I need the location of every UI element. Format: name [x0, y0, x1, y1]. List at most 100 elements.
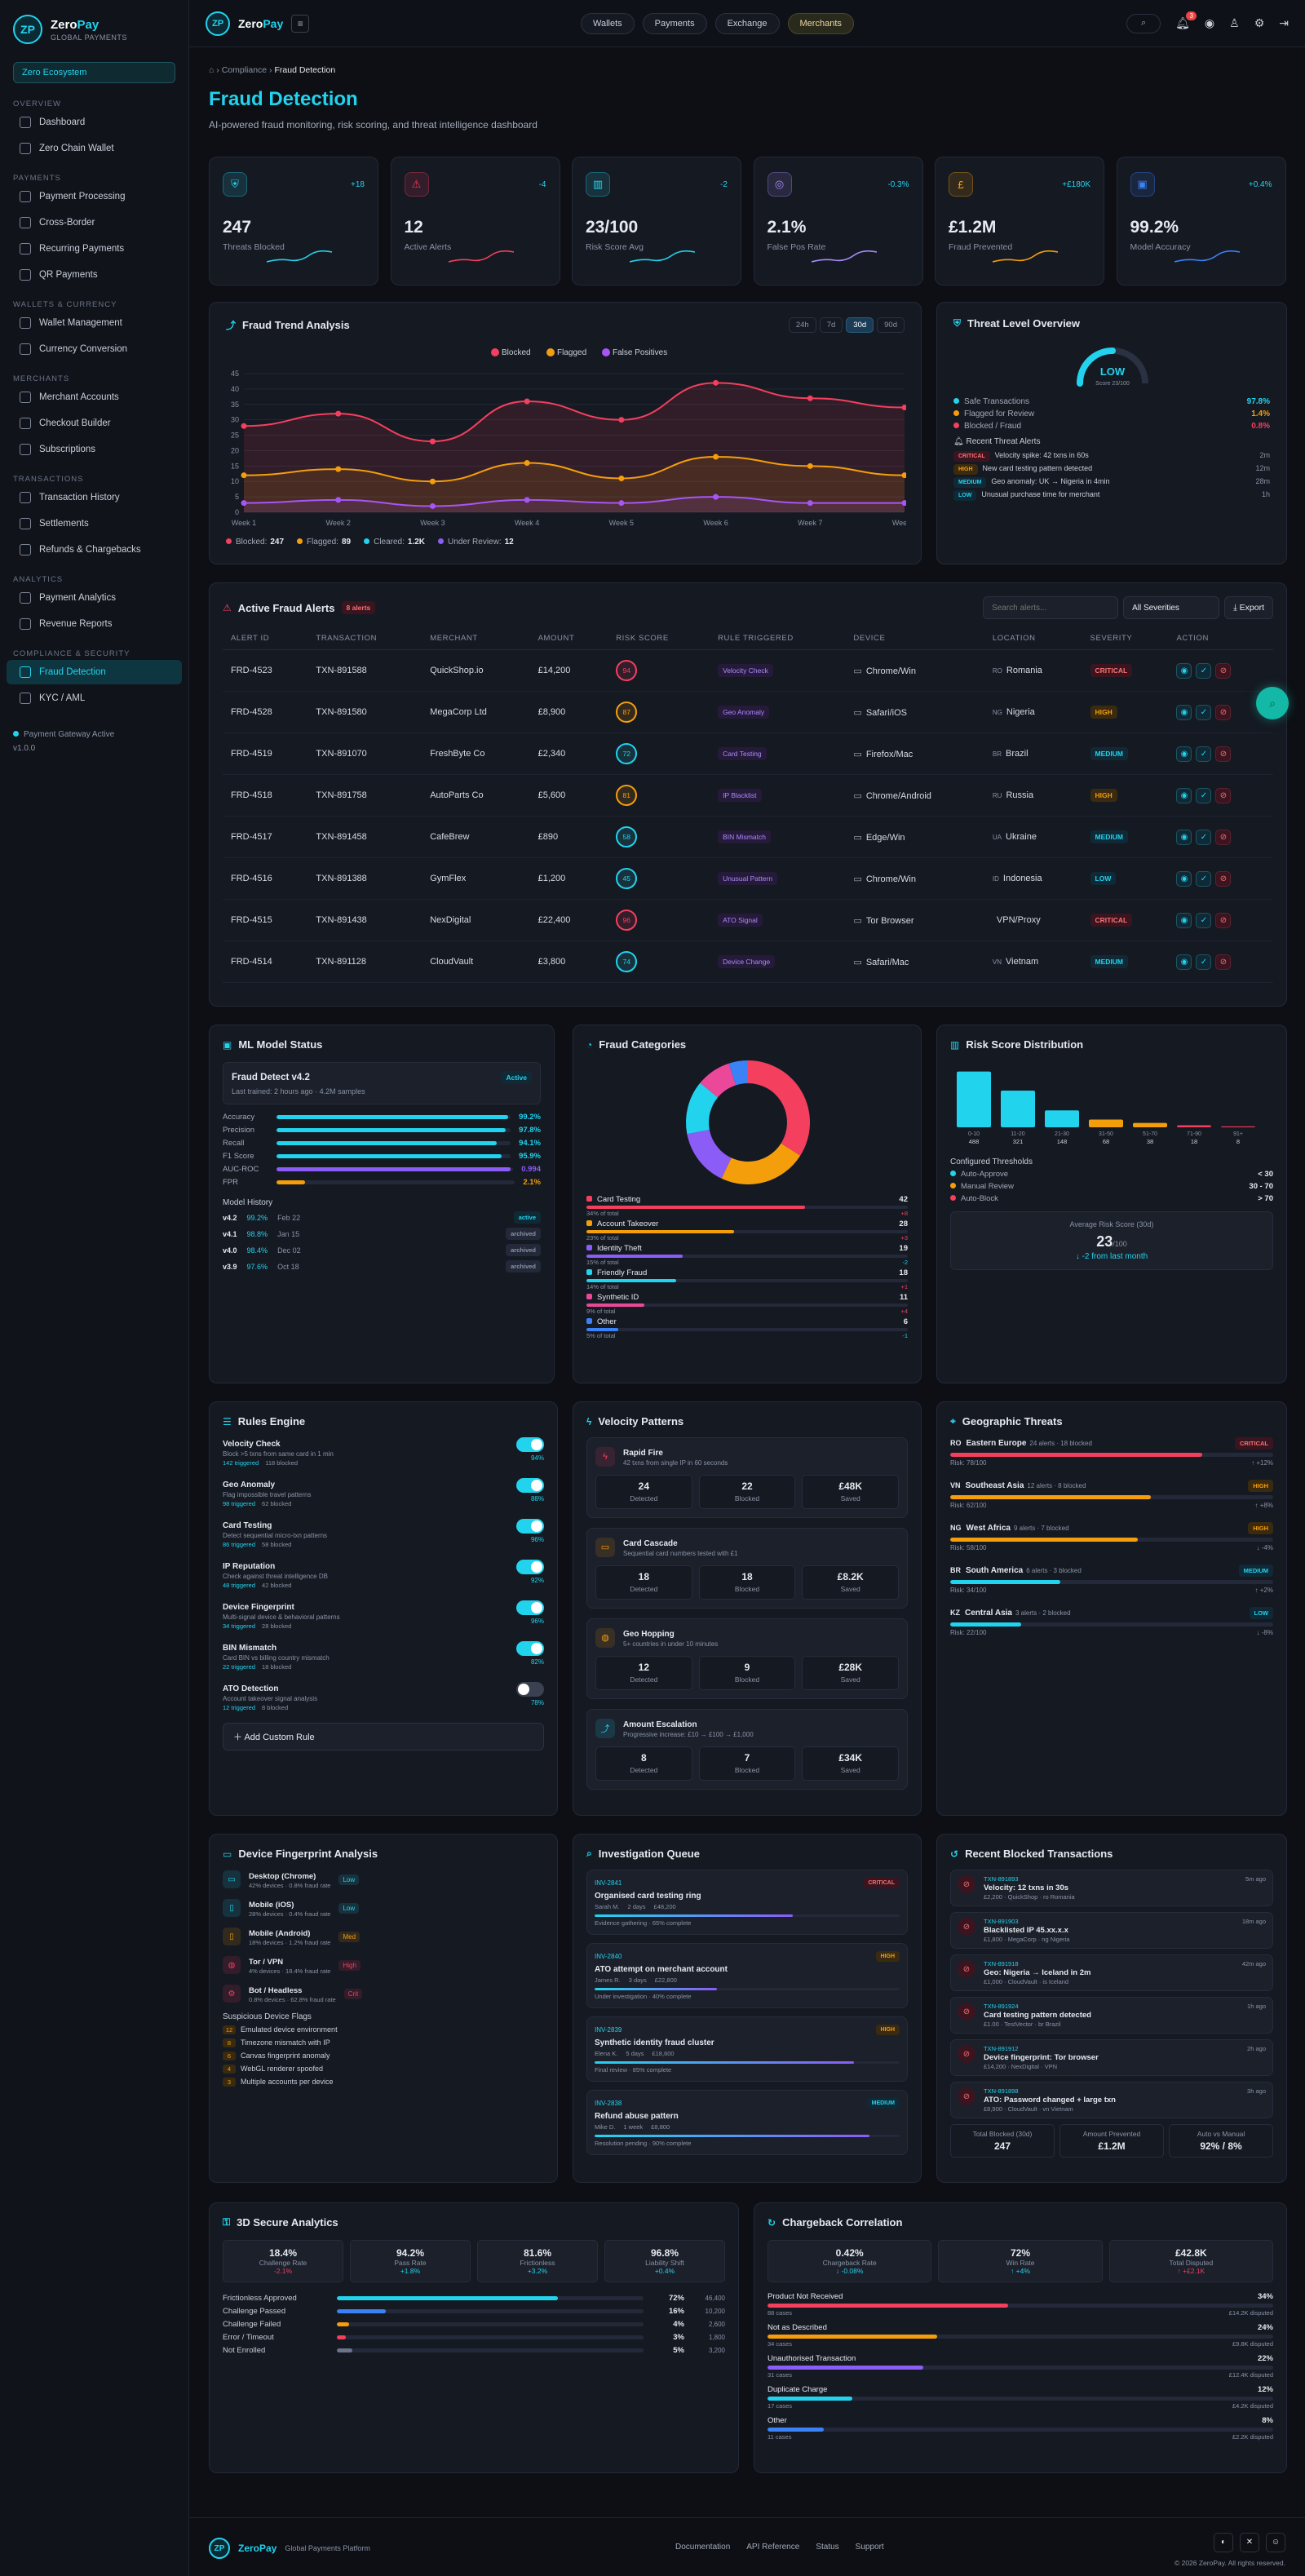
view-icon[interactable]: ◉: [1176, 829, 1192, 845]
x-icon[interactable]: ✕: [1240, 2533, 1259, 2552]
table-row[interactable]: FRD-4528 TXN-891580 MegaCorp Ltd £8,900 87 Ge…: [223, 691, 1273, 733]
breadcrumb-compliance[interactable]: Compliance: [221, 65, 268, 75]
table-row[interactable]: FRD-4514 TXN-891128 CloudVault £3,800 74 Devi…: [223, 941, 1273, 983]
sidebar-item-settlements[interactable]: Settlements: [7, 511, 182, 536]
rule-toggle[interactable]: [516, 1560, 544, 1574]
blocked-txn[interactable]: ⊘ TXN-891924 Card testing pattern detected…: [950, 1997, 1273, 2034]
block-icon[interactable]: ⊘: [1215, 829, 1232, 845]
eye-icon[interactable]: ◉: [1204, 16, 1215, 29]
footer-link-documentation[interactable]: Documentation: [675, 2543, 731, 2552]
blocked-txn[interactable]: ⊘ TXN-891903 Blacklisted IP 45.xx.x.x £1,80…: [950, 1912, 1273, 1949]
home-icon[interactable]: ⌂: [209, 65, 215, 75]
add-rule-button[interactable]: ＋ Add Custom Rule: [223, 1723, 544, 1751]
block-icon[interactable]: ⊘: [1215, 704, 1232, 720]
topnav-wallets[interactable]: Wallets: [581, 12, 635, 34]
blocked-txn[interactable]: ⊘ TXN-891893 Velocity: 12 txns in 30s £2,20…: [950, 1870, 1273, 1906]
alert-id[interactable]: FRD-4515: [223, 899, 308, 941]
sidebar-item-dashboard[interactable]: Dashboard: [7, 110, 182, 135]
investigation-case[interactable]: INV-2840 HIGH ATO attempt on merchant acco…: [586, 1943, 908, 2008]
recent-threat-item[interactable]: LOW Unusual purchase time for merchant 1h: [953, 490, 1270, 501]
logout-icon[interactable]: ⇥: [1279, 16, 1289, 29]
sidebar-item-payment-processing[interactable]: Payment Processing: [7, 184, 182, 209]
topbar-logo-icon[interactable]: ZP: [206, 11, 230, 36]
geo-threat-item[interactable]: RO Eastern Europe 24 alerts · 18 blocked CR…: [950, 1437, 1273, 1467]
investigation-case[interactable]: INV-2838 MEDIUM Refund abuse pattern Mike D…: [586, 2090, 908, 2155]
table-row[interactable]: FRD-4518 TXN-891758 AutoParts Co £5,600 81 IP…: [223, 774, 1273, 817]
sidebar-item-currency-conversion[interactable]: Currency Conversion: [7, 337, 182, 361]
alert-id[interactable]: FRD-4528: [223, 691, 308, 733]
view-icon[interactable]: ◉: [1176, 954, 1192, 970]
recent-threat-item[interactable]: CRITICAL Velocity spike: 42 txns in 60s 2m: [953, 451, 1270, 462]
sidebar-item-kyc-aml[interactable]: KYC / AML: [7, 686, 182, 710]
sidebar-item-recurring-payments[interactable]: Recurring Payments: [7, 237, 182, 261]
rule-toggle[interactable]: [516, 1641, 544, 1656]
block-icon[interactable]: ⊘: [1215, 954, 1232, 970]
investigation-case[interactable]: INV-2841 CRITICAL Organised card testing r…: [586, 1870, 908, 1935]
blocked-txn[interactable]: ⊘ TXN-891918 Geo: Nigeria → Iceland in 2m £…: [950, 1954, 1273, 1991]
range-tab-24h[interactable]: 24h: [788, 317, 816, 333]
table-row[interactable]: FRD-4515 TXN-891438 NexDigital £22,400 96 ATO…: [223, 899, 1273, 941]
search-icon[interactable]: ⌕: [1126, 13, 1161, 33]
view-icon[interactable]: ◉: [1176, 870, 1192, 887]
sidebar-item-payment-analytics[interactable]: Payment Analytics: [7, 586, 182, 610]
approve-icon[interactable]: ✓: [1196, 662, 1212, 679]
export-button[interactable]: ⤓ Export: [1224, 596, 1273, 619]
view-icon[interactable]: ◉: [1176, 704, 1192, 720]
alerts-search-input[interactable]: [983, 596, 1119, 619]
severity-filter-select[interactable]: All Severities: [1123, 596, 1220, 619]
approve-icon[interactable]: ✓: [1196, 746, 1212, 762]
table-row[interactable]: FRD-4519 TXN-891070 FreshByte Co £2,340 72 Ca…: [223, 733, 1273, 775]
geo-threat-item[interactable]: VN Southeast Asia 12 alerts · 8 blocked HIG…: [950, 1480, 1273, 1509]
block-icon[interactable]: ⊘: [1215, 870, 1232, 887]
alert-id[interactable]: FRD-4518: [223, 774, 308, 817]
sidebar-item-wallet-management[interactable]: Wallet Management: [7, 311, 182, 335]
approve-icon[interactable]: ✓: [1196, 870, 1212, 887]
sidebar-logo[interactable]: ZP ZeroPay GLOBAL PAYMENTS: [0, 0, 188, 59]
alert-id[interactable]: FRD-4519: [223, 733, 308, 775]
topnav-payments[interactable]: Payments: [642, 12, 707, 34]
alert-id[interactable]: FRD-4514: [223, 941, 308, 983]
chat-fab-icon[interactable]: ⌕: [1256, 687, 1289, 719]
recent-threat-item[interactable]: MEDIUM Geo anomaly: UK → Nigeria in 4min 2…: [953, 477, 1270, 488]
approve-icon[interactable]: ✓: [1196, 787, 1212, 803]
view-icon[interactable]: ◉: [1176, 912, 1192, 928]
footer-link-support[interactable]: Support: [855, 2543, 884, 2552]
bell-icon[interactable]: 🔔︎ 3: [1175, 11, 1197, 30]
sidebar-item-revenue-reports[interactable]: Revenue Reports: [7, 612, 182, 636]
rule-toggle[interactable]: [516, 1437, 544, 1452]
user-icon[interactable]: ♙: [1229, 16, 1240, 29]
topnav-merchants[interactable]: Merchants: [787, 12, 854, 34]
sidebar-item-merchant-accounts[interactable]: Merchant Accounts: [7, 385, 182, 409]
ecosystem-badge[interactable]: Zero Ecosystem: [13, 62, 175, 83]
sidebar-item-subscriptions[interactable]: Subscriptions: [7, 437, 182, 462]
block-icon[interactable]: ⊘: [1215, 912, 1232, 928]
approve-icon[interactable]: ✓: [1196, 829, 1212, 845]
range-tab-7d[interactable]: 7d: [819, 317, 843, 333]
block-icon[interactable]: ⊘: [1215, 746, 1232, 762]
blocked-txn[interactable]: ⊘ TXN-891898 ATO: Password changed + large…: [950, 2082, 1273, 2118]
menu-toggle-icon[interactable]: ≡: [291, 14, 310, 33]
sidebar-item-checkout-builder[interactable]: Checkout Builder: [7, 411, 182, 436]
view-icon[interactable]: ◉: [1176, 787, 1192, 803]
rule-toggle[interactable]: [516, 1600, 544, 1615]
sidebar-item-transaction-history[interactable]: Transaction History: [7, 485, 182, 510]
footer-link-status[interactable]: Status: [816, 2543, 839, 2552]
table-row[interactable]: FRD-4516 TXN-891388 GymFlex £1,200 45 Unusual…: [223, 857, 1273, 900]
block-icon[interactable]: ⊘: [1215, 662, 1232, 679]
investigation-case[interactable]: INV-2839 HIGH Synthetic identity fraud clu…: [586, 2016, 908, 2082]
settings-icon[interactable]: ⚙: [1254, 16, 1265, 29]
alert-id[interactable]: FRD-4517: [223, 816, 308, 858]
rule-toggle[interactable]: [516, 1478, 544, 1493]
table-row[interactable]: FRD-4523 TXN-891588 QuickShop.io £14,200 94 V…: [223, 649, 1273, 692]
footer-link-api-reference[interactable]: API Reference: [746, 2543, 800, 2552]
discord-icon[interactable]: ☺: [1266, 2533, 1285, 2552]
approve-icon[interactable]: ✓: [1196, 954, 1212, 970]
topnav-exchange[interactable]: Exchange: [714, 12, 780, 34]
sidebar-item-zero-chain-wallet[interactable]: Zero Chain Wallet: [7, 136, 182, 161]
rule-toggle[interactable]: [516, 1682, 544, 1697]
geo-threat-item[interactable]: BR South America 6 alerts · 3 blocked MEDIU…: [950, 1565, 1273, 1594]
rule-toggle[interactable]: [516, 1519, 544, 1534]
view-icon[interactable]: ◉: [1176, 746, 1192, 762]
range-tab-30d[interactable]: 30d: [846, 317, 874, 333]
approve-icon[interactable]: ✓: [1196, 912, 1212, 928]
